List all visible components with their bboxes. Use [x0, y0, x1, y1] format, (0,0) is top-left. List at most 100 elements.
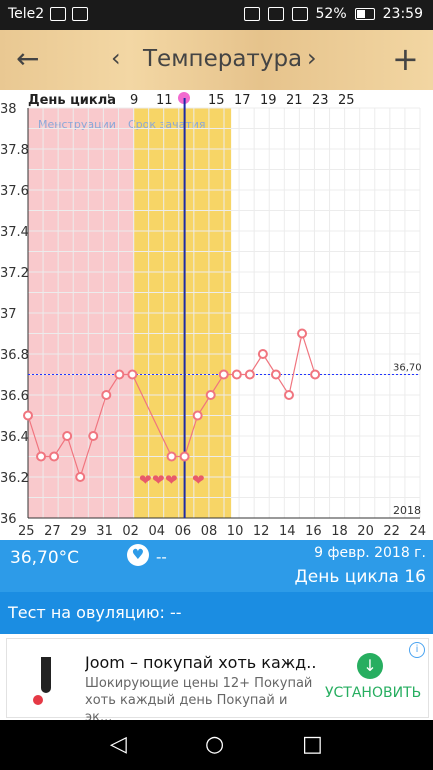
x-tick-label: 14: [279, 524, 296, 539]
prev-button[interactable]: ‹: [111, 44, 121, 72]
year-label: 2018: [393, 504, 421, 517]
baseline-label: 36,70: [393, 363, 422, 374]
chart-svg[interactable]: Менструации Срок зачатия 38 37.8 37.6 37.4 37.…: [0, 90, 433, 540]
temperature-point: [257, 349, 268, 359]
clock: 23:59: [382, 6, 423, 22]
battery-icon: [354, 8, 375, 20]
temperature-point: [62, 431, 73, 441]
y-tick-label: 36.6: [0, 389, 29, 404]
ad-title: Joom – покупай хоть кажд...: [85, 653, 317, 672]
current-temp: 36,70°C: [10, 548, 80, 568]
nav-back-icon[interactable]: ◁: [110, 732, 127, 757]
message-icon: [50, 7, 67, 21]
x-tick-label: 08: [201, 524, 218, 539]
cycle-tick-label: 19: [260, 93, 277, 108]
x-tick-label: 18: [331, 524, 348, 539]
temperature-point: [23, 410, 33, 421]
temperature-point: [127, 369, 138, 380]
temperature-point: [284, 390, 294, 400]
cycle-tick-label: ': [107, 93, 111, 108]
ovulation-test-bar[interactable]: Тест на овуляцию: --: [0, 592, 433, 634]
next-button[interactable]: ›: [307, 44, 317, 72]
info-bar: 36,70°C ♥ -- 9 февр. 2018 г. День цикла …: [0, 540, 433, 592]
x-tick-label: 06: [175, 524, 192, 539]
y-tick-label: 37.6: [0, 184, 29, 199]
temperature-point: [231, 369, 242, 380]
nav-home-icon[interactable]: ○: [205, 732, 225, 757]
status-bar: Tele2 52% 23:59: [0, 0, 433, 30]
x-tick-label: 02: [122, 524, 139, 539]
ad-info-icon[interactable]: i: [409, 642, 425, 658]
x-tick-label: 16: [305, 524, 322, 539]
joom-logo: [33, 657, 53, 707]
x-tick-label: 04: [149, 524, 166, 539]
cycle-day-label: День цикла: [28, 93, 116, 108]
cycle-day: День цикла 16: [294, 567, 426, 587]
temperature-point: [310, 369, 321, 380]
cycle-tick-label: 11: [156, 93, 173, 108]
y-tick-label: 37: [0, 307, 17, 322]
x-tick-label: 31: [96, 524, 113, 539]
temperature-point: [36, 451, 47, 462]
selected-date: 9 февр. 2018 г.: [314, 545, 426, 561]
cycle-tick-label: 21: [286, 93, 303, 108]
temperature-point: [192, 410, 203, 421]
x-tick-label: 12: [253, 524, 270, 539]
cycle-tick-label: 15: [208, 93, 225, 108]
x-tick-label: 27: [44, 524, 61, 539]
y-tick-label: 37.4: [0, 225, 29, 240]
heart-button[interactable]: ♥: [127, 544, 149, 566]
y-tick-label: 36.8: [0, 348, 29, 363]
temperature-point: [179, 451, 190, 462]
add-button[interactable]: +: [392, 40, 419, 78]
x-tick-label: 25: [18, 524, 35, 539]
cycle-tick-label: 17: [234, 93, 251, 108]
temperature-point: [205, 390, 216, 400]
ad-description: Шокирующие цены 12+ Покупай хоть каждый …: [85, 676, 313, 725]
menstruation-label: Менструации: [38, 118, 116, 131]
wifi-icon: [267, 7, 284, 21]
temperature-point: [270, 369, 281, 380]
temperature-point: [49, 451, 60, 462]
nfc-icon: [243, 7, 260, 21]
x-tick-label: 20: [357, 524, 374, 539]
battery-percent: 52%: [315, 6, 347, 22]
heart-value: --: [156, 548, 167, 566]
cycle-tick-label: 23: [312, 93, 329, 108]
page-title: Температура: [143, 46, 303, 72]
signal-icon: [291, 7, 308, 21]
heart-icon: ❤: [152, 471, 165, 489]
temperature-point: [101, 390, 112, 400]
x-tick-label: 29: [70, 524, 87, 539]
y-tick-label: 38: [0, 102, 17, 117]
y-tick-label: 37.2: [0, 266, 29, 281]
ad-banner[interactable]: Joom – покупай хоть кажд... Шокирующие ц…: [6, 638, 429, 725]
y-tick-label: 37.8: [0, 143, 29, 158]
y-tick-label: 36.2: [0, 471, 29, 486]
temperature-point: [166, 451, 177, 462]
nav-recent-icon[interactable]: □: [302, 732, 323, 757]
temperature-chart[interactable]: Менструации Срок зачатия 38 37.8 37.6 37.4 37.…: [0, 90, 433, 540]
temperature-point: [75, 472, 86, 482]
temperature-point: [88, 431, 99, 441]
x-tick-label: 10: [227, 524, 244, 539]
temperature-point: [244, 369, 255, 380]
conception-label: Срок зачатия: [128, 118, 206, 131]
x-tick-label: 24: [410, 524, 427, 539]
y-tick-label: 36.4: [0, 430, 29, 445]
temperature-point: [114, 369, 125, 380]
temperature-point: [218, 369, 229, 380]
cycle-tick-label: 25: [338, 93, 355, 108]
ovulation-test-label: Тест на овуляцию: --: [8, 603, 182, 622]
y-tick-label: 36: [0, 512, 17, 527]
back-button[interactable]: ←: [16, 42, 40, 75]
install-button[interactable]: УСТАНОВИТЬ: [325, 685, 422, 701]
cycle-tick-label: 9: [130, 93, 138, 108]
heart-icon: ❤: [139, 471, 152, 489]
temperature-point: [297, 328, 308, 339]
carrier-label: Tele2: [8, 6, 45, 22]
heart-icon: ❤: [192, 471, 205, 489]
x-tick-label: 22: [383, 524, 400, 539]
download-icon[interactable]: ↓: [357, 653, 383, 679]
whatsapp-icon: [72, 7, 89, 21]
